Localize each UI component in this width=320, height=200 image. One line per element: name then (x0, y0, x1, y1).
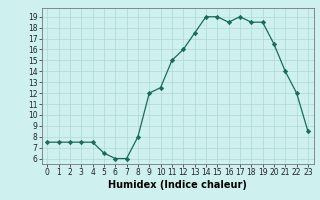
X-axis label: Humidex (Indice chaleur): Humidex (Indice chaleur) (108, 180, 247, 190)
